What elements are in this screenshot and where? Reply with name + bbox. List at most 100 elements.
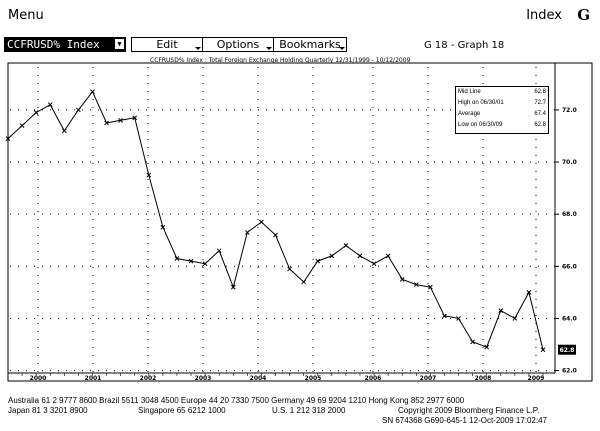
dropdown-arrow-icon [195,47,201,50]
point-mark [188,258,194,264]
point-mark [484,344,490,350]
data-point [343,243,349,248]
data-point [230,284,236,290]
x-tick-label: 2006 [365,375,382,382]
data-points [5,89,546,353]
last-value-marker: 62.8 [558,344,576,355]
data-point [174,256,180,261]
point-mark [343,243,349,248]
point-mark [47,102,53,108]
grid [10,67,555,373]
point-mark [540,347,546,353]
legend-value: 62.8 [534,122,546,128]
legend-value: 67.4 [534,111,546,117]
legend-value: 72.7 [534,100,546,106]
data-point [104,120,109,126]
point-mark [526,290,532,295]
legend-label: Average [458,111,481,117]
point-mark [512,316,518,321]
point-mark [216,248,222,254]
point-mark [244,230,250,235]
point-mark [273,232,278,238]
legend-label: High on 06/30/01 [458,100,504,106]
point-mark [287,266,292,272]
point-mark [442,313,447,319]
x-tick-label: 2007 [420,375,437,382]
ticker-value: CCFRUSD% Index [7,38,100,51]
point-mark [132,115,138,121]
data-point [188,258,194,264]
y-tick-label: 68.0 [562,211,577,218]
options-menu-label: Options [216,38,260,51]
point-mark [90,89,95,95]
data-point [526,290,532,295]
bookmarks-menu-label: Bookmarks [279,38,341,51]
footer-serial: SN 674368 G690-645-1 12-Oct-2009 17:02:4… [382,416,548,425]
axes: 62.0 64.0 66.0 68.0 70.0 72.0 2000 2001 2002 2003… [7,63,577,382]
point-mark [146,172,152,178]
point-mark [230,284,236,290]
point-mark [19,123,25,128]
footer-japan: Japan 81 3 3201 8900 [8,406,88,415]
point-mark [174,256,180,261]
data-point [512,316,518,321]
x-tick-label: 2000 [30,375,47,382]
menu-label[interactable]: Menu [8,8,44,23]
y-tick-label: 72.0 [562,107,577,114]
data-point [357,253,363,259]
x-tick-label: 2009 [528,375,545,382]
point-mark [498,308,504,313]
legend-label: Mid Line [458,89,481,95]
bookmarks-menu-button[interactable]: Bookmarks [273,37,347,52]
data-point [273,232,278,238]
point-mark [371,261,377,267]
legend-row: Average 67.4 [458,111,546,119]
data-point [90,89,95,95]
data-point [5,136,11,141]
point-mark [385,253,391,259]
data-point [399,276,405,282]
edit-menu-label: Edit [156,38,178,51]
data-point [132,115,138,121]
data-point [470,339,475,345]
data-point [456,316,461,321]
data-point [244,230,250,235]
point-mark [399,276,405,282]
point-mark [456,316,461,321]
data-point [315,258,321,264]
point-mark [5,136,11,141]
index-key-label[interactable]: G [577,6,590,24]
ticker-select[interactable]: CCFRUSD% Index ▼ [4,37,126,52]
x-tick-label: 2003 [195,375,212,382]
y-tick-label: 64.0 [562,315,577,322]
data-point [371,261,377,267]
data-point [146,172,152,178]
chart-title: CCFRUSD% Index : Total Foreign Exchange … [150,57,411,64]
last-value-flag [558,344,576,355]
point-mark [428,284,433,290]
data-point [287,266,292,272]
data-point [428,284,433,290]
dropdown-arrow-icon [339,47,345,50]
legend-row: High on 06/30/01 72.7 [458,100,546,108]
data-point [216,248,222,254]
point-mark [76,107,81,113]
data-point [33,110,39,115]
legend-label: Low on 06/30/09 [458,122,503,128]
footer-contacts-line: Australia 61 2 9777 8600 Brazil 5511 304… [8,396,465,405]
chevron-down-icon[interactable]: ▼ [115,39,124,49]
data-point [19,123,25,128]
data-point [202,261,208,267]
plot-frame [7,62,593,382]
data-point [484,344,490,350]
data-point [442,313,447,319]
x-tick-label: 2002 [140,375,157,382]
point-mark [61,128,67,134]
options-menu-button[interactable]: Options [202,37,274,52]
x-tick-label: 2005 [305,375,322,382]
point-mark [413,282,419,287]
point-mark [301,279,307,285]
data-point [385,253,391,259]
point-mark [357,253,363,259]
point-mark [329,253,335,259]
